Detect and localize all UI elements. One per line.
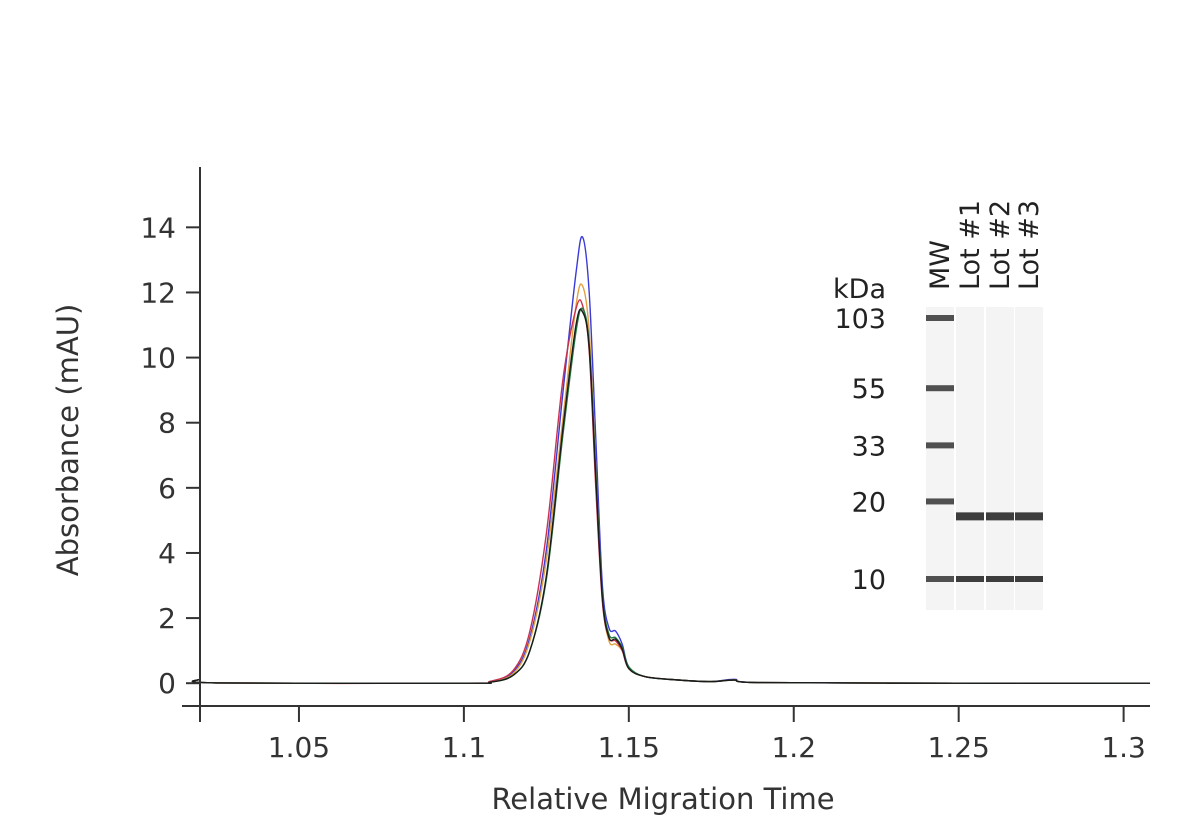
gel-ladder-label: 10 (852, 565, 886, 596)
gel-ladder-band (926, 442, 954, 449)
x-tick-label: 1.1 (442, 731, 487, 764)
series-layer (191, 235, 1151, 685)
y-axis-title: Absorbance (mAU) (51, 304, 85, 577)
y-tick-label: 8 (158, 407, 176, 440)
gel-ladder-band (926, 498, 954, 505)
series-line-5 (191, 308, 1151, 685)
gel-ladder-band (926, 385, 954, 392)
gel-lane-label: MW (925, 240, 956, 290)
y-tick-label: 6 (158, 472, 176, 505)
x-tick-label: 1.3 (1101, 731, 1146, 764)
gel-sample-band (986, 576, 1014, 582)
gel-sample-band (956, 512, 984, 521)
x-axis-ticks: 1.05 1.1 1.15 1.2 1.25 1.3 (268, 706, 1146, 764)
gel-lane-label: Lot #3 (1014, 200, 1045, 290)
y-tick-label: 4 (158, 537, 176, 570)
gel-sample-band (1015, 576, 1043, 582)
gel-ladder-labels: 103 55 33 20 10 (834, 304, 886, 596)
plot-area: 0 2 4 6 8 10 12 14 1.05 1.1 1.15 1.2 1.25 1.3 Absorb… (51, 167, 1151, 816)
x-tick-label: 1.25 (928, 731, 990, 764)
x-tick-label: 1.15 (598, 731, 660, 764)
gel-lane (956, 307, 984, 610)
gel-lane-label: Lot #2 (985, 200, 1016, 290)
gel-ladder-label: 33 (852, 431, 886, 462)
gel-sample-band (986, 512, 1014, 521)
gel-lane (1015, 307, 1043, 610)
gel-ladder-label: 103 (834, 304, 886, 335)
gel-ladder-band (926, 315, 954, 321)
gel-lanes (926, 307, 1043, 610)
gel-lane (986, 307, 1014, 610)
gel-lane (926, 307, 954, 610)
gel-ladder-band (926, 576, 954, 582)
y-tick-label: 0 (158, 667, 176, 700)
gel-ladder-label: 20 (852, 487, 886, 518)
x-tick-label: 1.05 (268, 731, 330, 764)
y-tick-label: 14 (140, 211, 176, 244)
gel-sample-band (956, 576, 984, 582)
gel-lane-label: Lot #1 (955, 200, 986, 290)
y-tick-label: 2 (158, 602, 176, 635)
gel-ladder-label: 55 (852, 374, 886, 405)
x-axis-title: Relative Migration Time (491, 782, 834, 816)
y-axis-ticks: 0 2 4 6 8 10 12 14 (140, 211, 200, 700)
gel-sample-band (1015, 512, 1043, 521)
x-tick-label: 1.2 (771, 731, 816, 764)
gel-unit-label: kDa (833, 274, 886, 305)
y-tick-label: 10 (140, 342, 176, 375)
y-tick-label: 12 (140, 276, 176, 309)
